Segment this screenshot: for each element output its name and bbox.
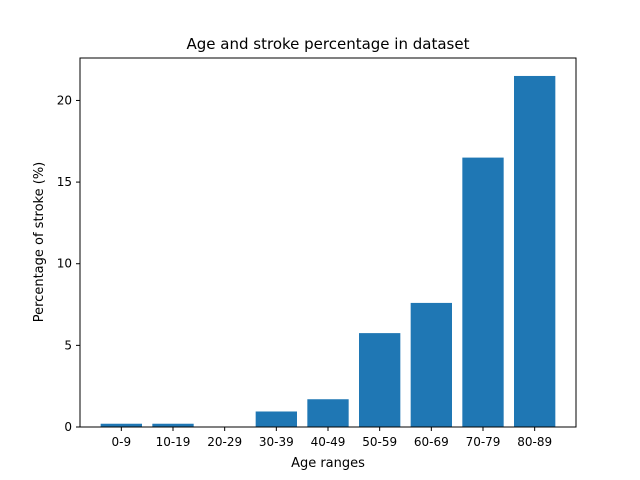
bar-10-19	[152, 423, 194, 427]
bar-50-59	[359, 333, 401, 427]
x-tick-label: 30-39	[259, 435, 294, 449]
bar-60-69	[410, 302, 452, 427]
x-tick-label: 70-79	[466, 435, 501, 449]
y-axis-ticks: 0 5 10 15 20	[57, 93, 80, 434]
bars-group	[100, 75, 556, 427]
y-axis-label: Percentage of stroke (%)	[32, 162, 47, 323]
plot-frame	[79, 57, 577, 428]
bar-0-9	[100, 423, 142, 427]
x-tick-label: 50-59	[362, 435, 397, 449]
x-tick-label: 0-9	[112, 435, 132, 449]
bar-40-49	[307, 399, 349, 427]
x-axis-ticks: 0-9 10-19 20-29 30-39 40-49 50-59 60-69 70-79 80…	[112, 427, 552, 449]
x-tick-label: 40-49	[311, 435, 346, 449]
y-tick-label: 10	[57, 257, 72, 271]
y-tick-label: 0	[64, 420, 72, 434]
x-tick-label: 10-19	[156, 435, 191, 449]
x-tick-label: 20-29	[207, 435, 242, 449]
x-tick-label: 60-69	[414, 435, 449, 449]
bar-70-79	[462, 157, 504, 427]
x-tick-label: 80-89	[517, 435, 552, 449]
y-tick-label: 20	[57, 93, 72, 107]
chart-title: Age and stroke percentage in dataset	[187, 35, 470, 53]
bar-30-39	[255, 411, 297, 427]
y-tick-label: 15	[57, 175, 72, 189]
y-tick-label: 5	[64, 338, 72, 352]
bar-80-89	[514, 75, 556, 427]
x-axis-label: Age ranges	[291, 456, 365, 471]
